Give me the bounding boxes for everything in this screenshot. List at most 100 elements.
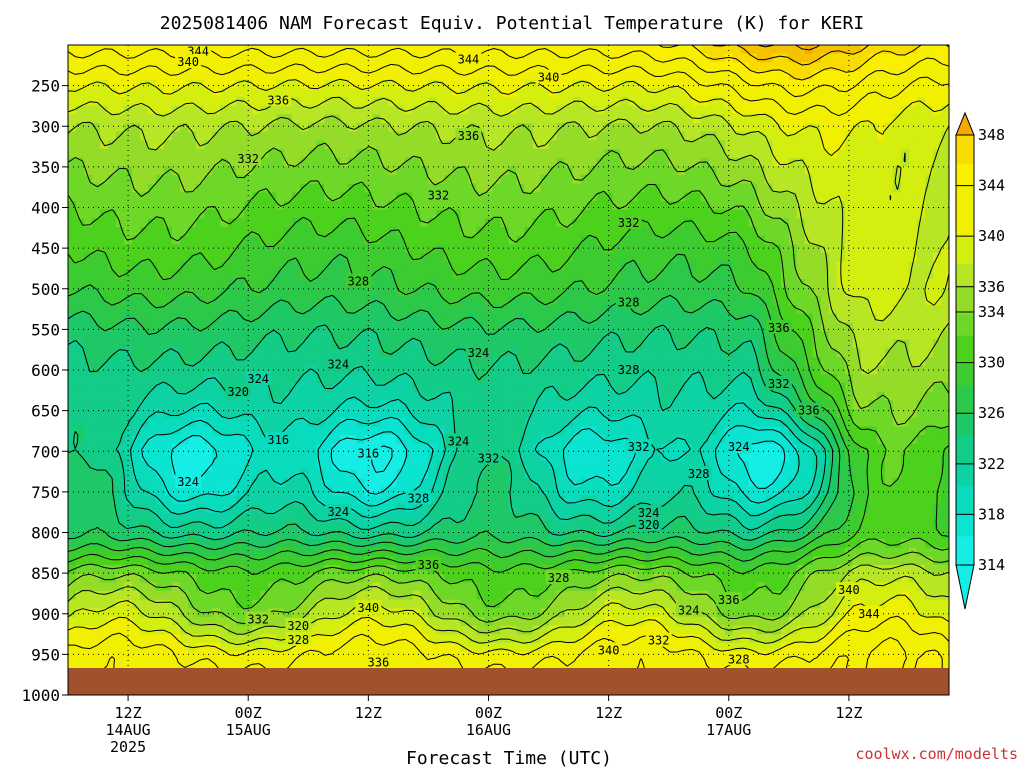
colorbar-band bbox=[956, 185, 974, 193]
contour-label: 324 bbox=[675, 602, 702, 618]
contour-label-text: 324 bbox=[247, 372, 269, 386]
contour-label-text: 316 bbox=[357, 447, 379, 461]
contour-label: 332 bbox=[245, 611, 272, 626]
colorbar-band bbox=[956, 328, 974, 337]
colorbar-label: 348 bbox=[978, 126, 1005, 144]
contour-label: 328 bbox=[545, 570, 572, 585]
contour-label-text: 324 bbox=[177, 475, 199, 489]
colorbar-band bbox=[956, 385, 974, 394]
colorbar-band bbox=[956, 393, 974, 401]
contour-label-text: 324 bbox=[728, 440, 750, 454]
x-tick-label: 12Z bbox=[355, 704, 382, 722]
colorbar-band bbox=[956, 400, 974, 408]
contour-label: 324 bbox=[325, 356, 352, 371]
colorbar-band bbox=[956, 278, 974, 287]
contour-label-text: 332 bbox=[428, 188, 450, 202]
colorbar-label: 314 bbox=[978, 556, 1005, 574]
colorbar-band bbox=[956, 135, 974, 143]
contour-label: 316 bbox=[265, 431, 292, 447]
colorbar-band bbox=[956, 378, 974, 387]
colorbar-band bbox=[956, 156, 974, 165]
y-tick-label: 500 bbox=[31, 280, 60, 299]
contour-label-text: 332 bbox=[768, 377, 790, 391]
colorbar-band bbox=[956, 543, 974, 552]
contour-label: 340 bbox=[355, 600, 382, 615]
y-tick-label: 1000 bbox=[21, 686, 60, 705]
colorbar-label: 322 bbox=[978, 455, 1005, 473]
colorbar-band bbox=[956, 522, 974, 530]
contour-label: 316 bbox=[355, 445, 382, 461]
x-tick-label: 12Z bbox=[835, 704, 862, 722]
colorbar-band bbox=[956, 536, 974, 545]
contour-label: 324 bbox=[725, 439, 752, 454]
x-tick-label: 00Z bbox=[475, 704, 502, 722]
contour-label-text: 336 bbox=[718, 593, 740, 607]
colorbar-band bbox=[956, 364, 974, 373]
contour-label-text: 324 bbox=[678, 604, 700, 618]
grid-lines bbox=[68, 45, 949, 695]
contour-label: 320 bbox=[225, 383, 252, 399]
colorbar-band bbox=[956, 450, 974, 459]
contour-label: 332 bbox=[765, 375, 792, 391]
contour-340 bbox=[68, 78, 949, 657]
y-tick-label: 700 bbox=[31, 442, 60, 461]
colorbar-label: 340 bbox=[978, 227, 1005, 245]
contour-label: 332 bbox=[475, 450, 502, 466]
plot-area: 3443443403403363363323323323283283243243… bbox=[68, 45, 949, 695]
contour-label-text: 332 bbox=[648, 634, 670, 648]
y-tick-label: 400 bbox=[31, 199, 60, 218]
contour-label: 328 bbox=[615, 362, 642, 377]
contour-label-text: 316 bbox=[267, 433, 289, 447]
contour-332 bbox=[68, 180, 949, 610]
contour-322 bbox=[115, 365, 827, 531]
contour-label-text: 328 bbox=[408, 491, 430, 505]
colorbar-band bbox=[956, 271, 974, 279]
contour-label-text: 320 bbox=[287, 619, 309, 633]
colorbar-band bbox=[956, 299, 974, 308]
y-tick-label: 550 bbox=[31, 320, 60, 339]
colorbar-label: 330 bbox=[978, 354, 1005, 372]
contour-label: 328 bbox=[405, 490, 432, 505]
colorbar-band bbox=[956, 507, 974, 516]
contour-label: 336 bbox=[795, 402, 822, 418]
credit-link[interactable]: coolwx.com/modelts bbox=[855, 745, 1018, 763]
colorbar-band bbox=[956, 307, 974, 315]
x-tick-label: 2025 bbox=[110, 738, 146, 756]
contour-label: 324 bbox=[245, 370, 272, 386]
contour-labels: 3443443403403363363323323323283283243243… bbox=[175, 45, 882, 670]
colorbar-band bbox=[956, 457, 974, 466]
colorbar-band bbox=[956, 256, 974, 265]
contour-label: 328 bbox=[685, 466, 712, 481]
contour-label-text: 328 bbox=[618, 296, 640, 310]
y-tick-label: 800 bbox=[31, 524, 60, 543]
contour-label-text: 340 bbox=[177, 55, 199, 69]
contour-label-text: 328 bbox=[347, 274, 369, 288]
contour-label: 324 bbox=[465, 344, 492, 360]
contour-label: 332 bbox=[625, 439, 652, 454]
contour-label: 340 bbox=[535, 69, 562, 85]
x-tick-label: 15AUG bbox=[226, 721, 271, 739]
colorbar-band bbox=[956, 264, 974, 272]
colorbar-band bbox=[956, 357, 974, 365]
contour-label: 332 bbox=[615, 214, 642, 230]
contour-label: 336 bbox=[365, 654, 392, 670]
colorbar-label: 334 bbox=[978, 303, 1005, 321]
contour-label: 332 bbox=[425, 187, 452, 202]
colorbar-band bbox=[956, 235, 974, 244]
colorbar-band bbox=[956, 213, 974, 222]
contour-label-text: 344 bbox=[858, 607, 880, 621]
colorbar-band bbox=[956, 407, 974, 416]
colorbar-label: 318 bbox=[978, 505, 1005, 523]
colorbar-band bbox=[956, 500, 974, 509]
y-tick-label: 950 bbox=[31, 645, 60, 664]
x-tick-label: 17AUG bbox=[706, 721, 751, 739]
contour-label-text: 340 bbox=[538, 71, 560, 85]
contour-label-text: 328 bbox=[548, 571, 570, 585]
contour-label: 340 bbox=[175, 54, 202, 69]
y-tick-label: 850 bbox=[31, 564, 60, 583]
colorbar-band bbox=[956, 493, 974, 502]
contour-label: 336 bbox=[415, 557, 442, 572]
contour-label: 324 bbox=[635, 505, 662, 520]
contour-label-text: 324 bbox=[638, 506, 660, 520]
contour-label: 320 bbox=[635, 517, 662, 532]
